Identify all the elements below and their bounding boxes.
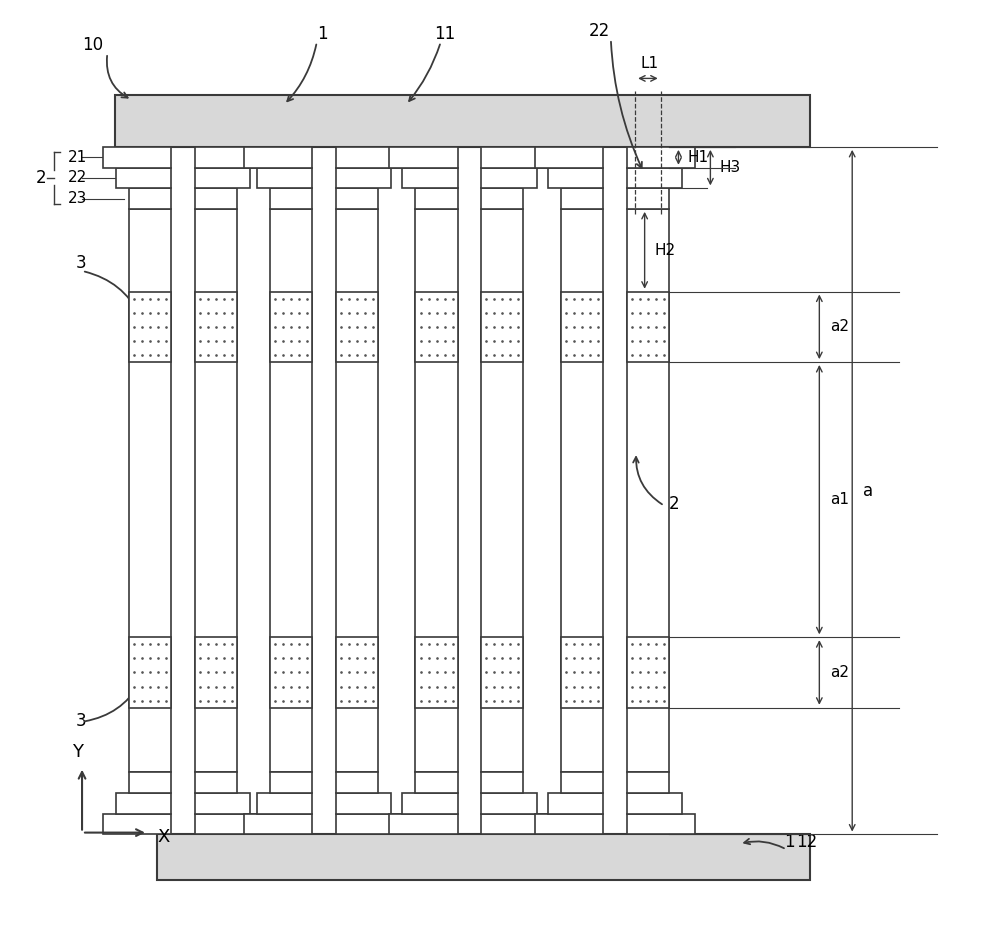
Bar (244, 147, 312, 168)
Bar (195, 793, 250, 814)
Bar (103, 814, 171, 835)
Bar (415, 292, 458, 362)
Bar (270, 188, 312, 209)
Bar (402, 793, 458, 814)
Text: 3: 3 (75, 254, 86, 272)
Bar (116, 793, 171, 814)
Bar (561, 292, 603, 362)
Text: 1: 1 (784, 833, 794, 851)
Bar (548, 793, 603, 814)
Bar (195, 814, 263, 835)
Text: 10: 10 (82, 36, 103, 55)
Bar (415, 772, 458, 793)
Bar (270, 292, 312, 362)
Bar (415, 209, 458, 772)
Bar (336, 147, 404, 168)
Bar (561, 637, 603, 707)
Text: Y: Y (72, 743, 83, 761)
Bar (157, 835, 810, 880)
Bar (257, 793, 312, 814)
Text: 23: 23 (68, 191, 87, 206)
Bar (336, 814, 404, 835)
Bar (415, 637, 458, 707)
Bar (257, 168, 312, 188)
Bar (481, 168, 537, 188)
Bar (561, 772, 603, 793)
Bar (481, 147, 550, 168)
Bar (561, 188, 603, 209)
Bar (129, 188, 171, 209)
Bar (481, 188, 523, 209)
Bar (336, 292, 378, 362)
Bar (627, 814, 695, 835)
Bar (481, 772, 523, 793)
Bar (336, 772, 378, 793)
Bar (270, 209, 312, 772)
Text: 3: 3 (75, 712, 86, 730)
Bar (481, 637, 523, 707)
Bar (627, 147, 695, 168)
Text: 22: 22 (589, 23, 610, 41)
Bar (244, 814, 312, 835)
Bar (402, 168, 458, 188)
Bar (195, 188, 237, 209)
Bar (336, 209, 378, 772)
Text: a2: a2 (831, 665, 850, 680)
Bar (627, 637, 669, 707)
Bar (336, 637, 378, 707)
Text: 2: 2 (36, 169, 47, 187)
Text: 12: 12 (796, 833, 817, 851)
Bar (115, 95, 810, 147)
Bar (195, 292, 237, 362)
Bar (481, 209, 523, 772)
Bar (389, 814, 458, 835)
Bar (103, 147, 171, 168)
Text: H3: H3 (720, 160, 741, 175)
Bar (627, 292, 669, 362)
Bar (336, 168, 391, 188)
Bar (129, 637, 171, 707)
Bar (336, 188, 378, 209)
Bar (336, 793, 391, 814)
Bar (129, 292, 171, 362)
Bar (481, 793, 537, 814)
Bar (535, 814, 603, 835)
Bar (627, 168, 682, 188)
Bar (270, 637, 312, 707)
Text: H2: H2 (654, 243, 675, 258)
Text: 22: 22 (68, 171, 87, 186)
Text: X: X (157, 828, 170, 846)
Bar (627, 793, 682, 814)
Bar (561, 209, 603, 772)
Bar (129, 209, 171, 772)
Bar (195, 209, 237, 772)
Text: H1: H1 (688, 150, 709, 165)
Bar (627, 188, 669, 209)
Text: a: a (863, 481, 874, 499)
Bar (195, 168, 250, 188)
Bar (481, 292, 523, 362)
Bar (195, 147, 263, 168)
Bar (548, 168, 603, 188)
Bar (627, 772, 669, 793)
Bar (195, 637, 237, 707)
Text: 21: 21 (68, 150, 87, 165)
Text: L1: L1 (641, 56, 659, 71)
Bar (535, 147, 603, 168)
Text: 11: 11 (434, 24, 456, 43)
Text: 1: 1 (317, 24, 327, 43)
Text: 2: 2 (669, 495, 680, 512)
Text: a2: a2 (831, 319, 850, 334)
Bar (415, 188, 458, 209)
Bar (116, 168, 171, 188)
Bar (627, 209, 669, 772)
Bar (129, 772, 171, 793)
Bar (195, 772, 237, 793)
Bar (270, 772, 312, 793)
Text: a1: a1 (831, 492, 850, 507)
Bar (389, 147, 458, 168)
Bar (481, 814, 550, 835)
